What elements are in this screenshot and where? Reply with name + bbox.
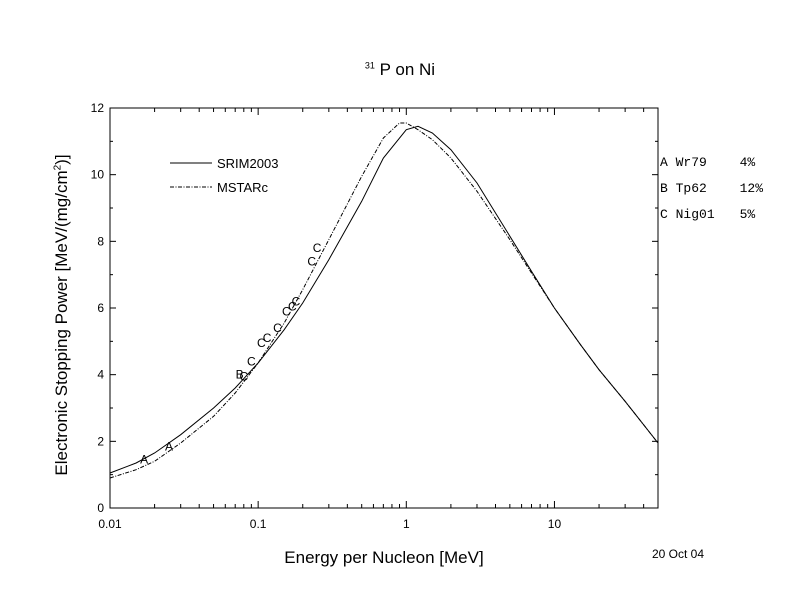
title-isotope-mass: 31	[364, 60, 375, 71]
data-point-c: C	[257, 336, 266, 350]
data-point-a: A	[165, 439, 173, 453]
y-tick-label: 10	[91, 168, 105, 182]
y-tick-label: 6	[97, 301, 104, 315]
axis-ticks: 0 2 4 6 8 10 12 0.01 0.1 1 10	[91, 101, 659, 531]
data-point-c: C	[247, 354, 256, 368]
reference-row: B Tp62 12%	[660, 176, 763, 202]
reference-row: C Nig01 5%	[660, 202, 763, 228]
legend-label: MSTARc	[217, 180, 269, 195]
data-point-b: B	[236, 368, 244, 382]
reference-error: 5%	[739, 207, 756, 222]
data-point-c: C	[307, 254, 316, 268]
x-tick-label: 10	[548, 517, 562, 531]
series-line-srim2003	[109, 125, 659, 474]
x-tick-label: 0.1	[250, 517, 267, 531]
curves	[109, 122, 659, 479]
y-tick-label: 12	[91, 101, 105, 115]
reference-code: Wr79	[675, 155, 707, 170]
data-point-c: C	[273, 321, 282, 335]
data-point-a: A	[140, 453, 148, 467]
reference-code: Tp62	[675, 181, 707, 196]
chart-title: 31 P on Ni	[0, 60, 800, 80]
reference-letter: B	[660, 181, 668, 196]
x-tick-label: 1	[403, 517, 410, 531]
y-tick-label: 8	[97, 234, 104, 248]
y-tick-label: 2	[97, 434, 104, 448]
plot-frame	[109, 107, 659, 509]
y-tick-label: 0	[97, 501, 104, 515]
reference-letter: A	[660, 155, 668, 170]
data-point-c: C	[313, 241, 322, 255]
reference-letter: C	[660, 207, 668, 222]
data-point-c: C	[292, 294, 301, 308]
reference-row: A Wr79 4%	[660, 150, 763, 176]
reference-code: Nig01	[675, 207, 715, 222]
title-text: P on Ni	[379, 60, 436, 79]
legend-label: SRIM2003	[217, 156, 278, 171]
date-stamp: 20 Oct 04	[652, 547, 705, 561]
data-point-c: C	[282, 304, 291, 318]
x-tick-label: 0.01	[98, 517, 122, 531]
reference-list: A Wr79 4% B Tp62 12% C Nig01 5%	[660, 150, 763, 228]
legend: SRIM2003 MSTARc	[170, 156, 278, 195]
reference-error: 12%	[739, 181, 764, 196]
data-point-c: C	[263, 331, 272, 345]
data-point-c: C	[239, 369, 248, 383]
data-point-c: C	[288, 299, 297, 313]
y-tick-label: 4	[97, 368, 104, 382]
series-line-mstarc	[109, 122, 659, 479]
x-axis-label: Energy per Nucleon [MeV]	[284, 548, 484, 567]
reference-error: 4%	[739, 155, 756, 170]
